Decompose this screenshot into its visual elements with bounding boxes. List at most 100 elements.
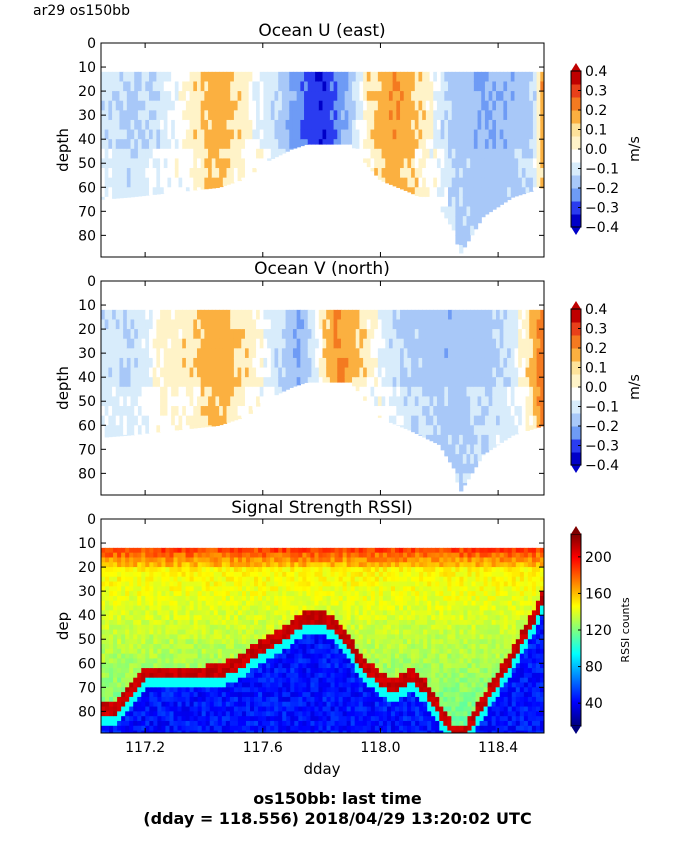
heatmap-cell [182,119,187,131]
heatmap-cell [436,91,442,102]
heatmap-cell [163,357,169,369]
heatmap-cell [381,100,386,111]
heatmap-cell [217,591,223,597]
heatmap-cell [182,338,187,349]
heatmap-cell [225,658,231,664]
heatmap-cell [104,367,109,378]
heatmap-cell [429,425,434,436]
heatmap-cell [266,571,271,578]
heatmap-cell [217,557,223,563]
heatmap-cell [104,377,109,388]
heatmap-cell [112,357,117,369]
heatmap-cell [252,168,257,173]
heatmap-cell [101,629,106,636]
heatmap-cell [117,562,122,568]
heatmap-cell [263,119,268,131]
heatmap-cell [153,644,158,650]
heatmap-cell [145,682,150,688]
heatmap-cell [285,100,290,111]
heatmap-cell [129,547,134,554]
heatmap-cell [481,319,486,330]
heatmap-cell [381,367,386,378]
heatmap-cell [197,552,203,559]
panel-u-title: Ocean U (east) [258,21,385,41]
heatmap-cell [219,119,224,131]
heatmap-cell [258,706,263,712]
heatmap-cell [145,177,150,188]
heatmap-cell [169,658,175,664]
heatmap-cell [217,576,223,583]
heatmap-cell [101,571,106,578]
heatmap-cell [241,377,246,388]
heatmap-cell [129,571,134,578]
y-tick-label: 70 [78,442,96,458]
heatmap-cell [145,634,150,640]
heatmap-cell [233,110,239,121]
heatmap-cell [274,600,279,607]
heatmap-cell [185,552,191,559]
heatmap-cell [363,158,368,163]
heatmap-cell [266,576,271,583]
heatmap-cell [256,338,261,349]
heatmap-cell [340,119,346,131]
heatmap-cell [174,329,180,340]
heatmap-cell [311,110,316,121]
heatmap-cell [129,672,134,679]
heatmap-cell [156,367,161,378]
heatmap-cell [145,396,150,407]
heatmap-cell [400,367,405,378]
heatmap-cell [473,406,479,417]
heatmap-cell [196,110,202,121]
heatmap-cell [157,610,163,616]
heatmap-cell [109,720,114,727]
colorbar-segment [571,387,581,401]
heatmap-cell [340,309,346,321]
heatmap-cell [119,119,124,131]
heatmap-cell [448,71,453,83]
heatmap-cell [160,81,165,92]
heatmap-cell [113,605,118,611]
heatmap-cell [226,367,231,378]
heatmap-cell [157,692,163,698]
heatmap-cell [422,406,427,417]
heatmap-cell [329,357,335,369]
heatmap-cell [233,658,239,664]
heatmap-cell [105,552,110,559]
heatmap-cell [169,571,175,578]
heatmap-cell [173,605,179,611]
heatmap-cell [326,110,331,121]
heatmap-cell [221,648,227,655]
heatmap-cell [241,81,246,92]
heatmap-cell [225,644,231,650]
heatmap-cell [436,129,442,140]
heatmap-cell [274,591,279,597]
heatmap-cell [503,71,508,83]
heatmap-cell [189,319,194,330]
heatmap-cell [160,71,165,83]
heatmap-cell [217,687,223,693]
heatmap-cell [290,687,295,693]
heatmap-cell [374,377,379,388]
heatmap-cell [470,139,475,150]
heatmap-cell [414,71,420,83]
heatmap-cell [173,658,179,664]
heatmap-cell [440,129,445,140]
heatmap-cell [250,619,255,626]
heatmap-cell [215,177,220,188]
heatmap-cell [278,148,283,156]
heatmap-cell [197,557,203,563]
heatmap-cell [157,648,163,655]
heatmap-cell [337,357,342,369]
heatmap-cell [315,71,320,83]
heatmap-cell [274,348,279,359]
heatmap-cell [196,377,202,388]
heatmap-cell [241,139,246,150]
heatmap-cell [278,711,283,717]
heatmap-cell [137,168,143,179]
heatmap-cell [213,576,219,583]
heatmap-cell [209,692,215,698]
heatmap-cell [333,139,338,145]
heatmap-cell [241,677,247,684]
heatmap-cell [278,663,283,669]
heatmap-cell [396,110,401,121]
